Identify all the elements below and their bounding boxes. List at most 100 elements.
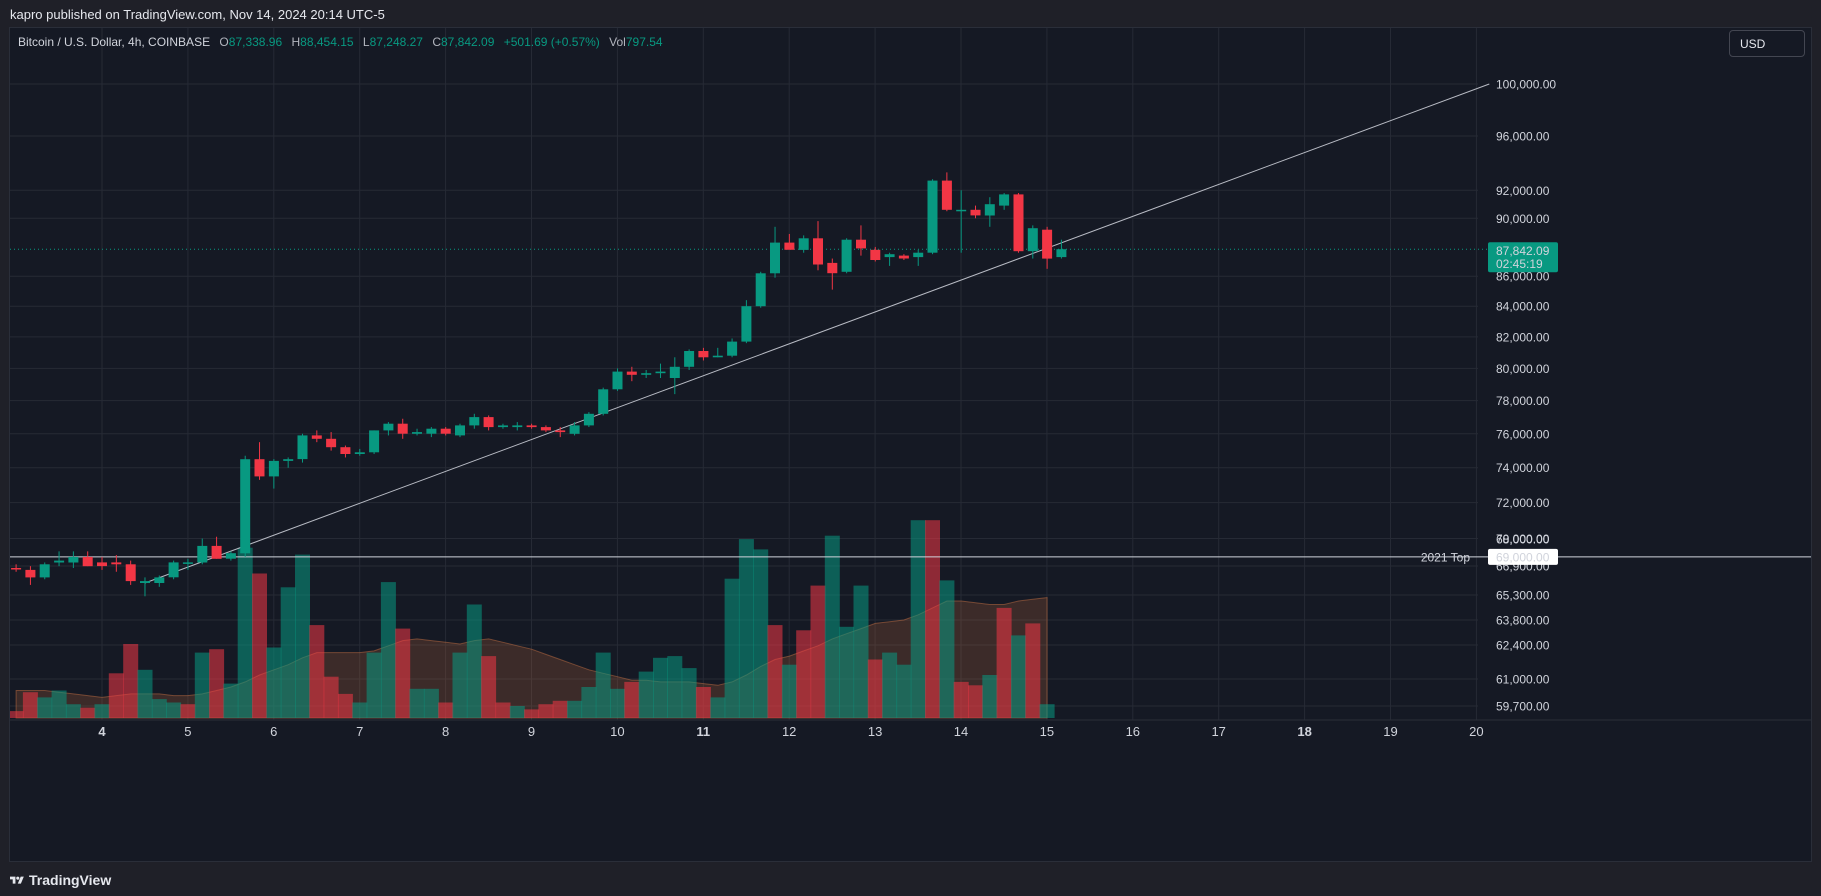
volume-bar bbox=[151, 699, 167, 718]
candle-body bbox=[397, 423, 408, 434]
chart-frame[interactable]: 2021 Top 100,000.00 96,000.00 92,000.00 90,0… bbox=[9, 27, 1812, 862]
candle-body bbox=[698, 351, 709, 358]
volume-bar bbox=[524, 709, 540, 718]
candle-body bbox=[569, 425, 580, 434]
candle-body bbox=[970, 209, 981, 216]
footer-brand[interactable]: TradingView bbox=[29, 872, 112, 888]
volume-bar bbox=[337, 693, 353, 718]
candle-body bbox=[168, 562, 179, 578]
time-axis-label: 14 bbox=[954, 724, 968, 739]
volume-bar bbox=[194, 652, 210, 718]
volume-bar bbox=[22, 692, 38, 718]
price-axis-label: 82,000.00 bbox=[1496, 330, 1550, 344]
volume-bar bbox=[695, 687, 711, 718]
candle-body bbox=[469, 417, 480, 426]
price-axis-label: 84,000.00 bbox=[1496, 300, 1550, 314]
time-axis-label: 18 bbox=[1297, 724, 1311, 739]
volume-bar bbox=[10, 711, 24, 718]
volume-bar bbox=[552, 700, 568, 718]
volume-bar bbox=[309, 625, 325, 718]
publisher-caption: kapro published on TradingView.com, Nov … bbox=[10, 7, 385, 22]
candle-body bbox=[669, 366, 680, 378]
volume-bar bbox=[395, 628, 411, 718]
volume-bar bbox=[839, 626, 855, 718]
volume-bar bbox=[968, 685, 983, 718]
price-axis-label: 63,800.00 bbox=[1496, 614, 1550, 628]
candle-body bbox=[1013, 194, 1024, 252]
high-label: H bbox=[291, 35, 301, 49]
volume-bar bbox=[252, 573, 267, 718]
candle-body bbox=[483, 417, 494, 428]
last-price-badge bbox=[1488, 242, 1558, 273]
volume-bar bbox=[610, 688, 625, 718]
close-value: 87,842.09 bbox=[441, 35, 495, 49]
candle-body bbox=[182, 562, 193, 564]
candle-body bbox=[426, 428, 437, 434]
candle-body bbox=[25, 569, 36, 578]
volume-bar bbox=[1025, 623, 1041, 718]
candle-body bbox=[512, 425, 523, 428]
price-axis-label: 86,000.00 bbox=[1496, 270, 1550, 284]
candle-body bbox=[211, 545, 222, 559]
candle-body bbox=[583, 413, 594, 426]
candle-body bbox=[927, 180, 938, 253]
price-axis-label: 76,000.00 bbox=[1496, 427, 1550, 441]
volume-bar bbox=[438, 702, 454, 718]
volume-bar bbox=[280, 587, 296, 718]
volume-bar bbox=[180, 704, 196, 718]
volume-bar bbox=[51, 690, 67, 718]
time-axis-label: 6 bbox=[270, 724, 277, 739]
volume-label: Vol bbox=[609, 35, 626, 49]
chart-canvas[interactable]: 2021 Top 100,000.00 96,000.00 92,000.00 90,0… bbox=[10, 28, 1812, 862]
candle-body bbox=[1056, 249, 1067, 258]
volume-bar bbox=[882, 652, 898, 718]
candle-body bbox=[412, 432, 422, 434]
candle-body bbox=[125, 564, 136, 582]
candle-body bbox=[727, 341, 738, 356]
open-label: O bbox=[219, 35, 229, 49]
candle-body bbox=[898, 255, 909, 259]
volume-bar bbox=[166, 702, 182, 718]
time-axis-label: 5 bbox=[184, 724, 191, 739]
time-axis-label: 20 bbox=[1469, 724, 1483, 739]
currency-button[interactable]: USD bbox=[1729, 30, 1805, 57]
level-price-badge bbox=[1488, 548, 1558, 565]
price-axis-label: 74,000.00 bbox=[1496, 461, 1550, 475]
time-axis-label: 4 bbox=[98, 724, 106, 739]
price-axis-label: 96,000.00 bbox=[1496, 130, 1550, 144]
candle-body bbox=[54, 560, 65, 563]
candle-body bbox=[68, 556, 79, 563]
volume-bar bbox=[323, 676, 339, 718]
volume-bar bbox=[653, 657, 668, 718]
volume-bar bbox=[223, 683, 239, 718]
candle-body bbox=[11, 568, 22, 570]
candle-body bbox=[712, 355, 723, 358]
price-axis-label: 62,400.00 bbox=[1496, 639, 1550, 653]
volume-bar bbox=[65, 704, 81, 718]
volume-bar bbox=[681, 668, 697, 718]
price-axis-label: 78,000.00 bbox=[1496, 394, 1550, 408]
candle-body bbox=[197, 545, 208, 563]
volume-bar bbox=[939, 580, 955, 718]
volume-bar bbox=[423, 688, 439, 718]
candle-body bbox=[526, 425, 537, 428]
volume-bar bbox=[953, 681, 969, 718]
candle-body bbox=[741, 306, 752, 342]
candle-body bbox=[841, 239, 852, 272]
volume-bar bbox=[209, 649, 225, 718]
price-axis-label: 61,000.00 bbox=[1496, 673, 1550, 687]
volume-bar bbox=[753, 549, 769, 718]
volume-bar bbox=[94, 704, 110, 718]
volume-bar bbox=[810, 585, 826, 718]
candle-body bbox=[311, 435, 322, 439]
volume-bar bbox=[624, 681, 640, 718]
volume-bar bbox=[767, 625, 783, 718]
volume-bar bbox=[710, 697, 726, 718]
volume-bar bbox=[724, 578, 740, 718]
candle-body bbox=[626, 371, 637, 375]
price-axis-label: 92,000.00 bbox=[1496, 184, 1550, 198]
time-axis-label: 15 bbox=[1040, 724, 1054, 739]
volume-bar bbox=[295, 554, 310, 718]
symbol-description[interactable]: Bitcoin / U.S. Dollar, 4h, COINBASE bbox=[18, 35, 211, 49]
volume-bar bbox=[123, 644, 139, 718]
